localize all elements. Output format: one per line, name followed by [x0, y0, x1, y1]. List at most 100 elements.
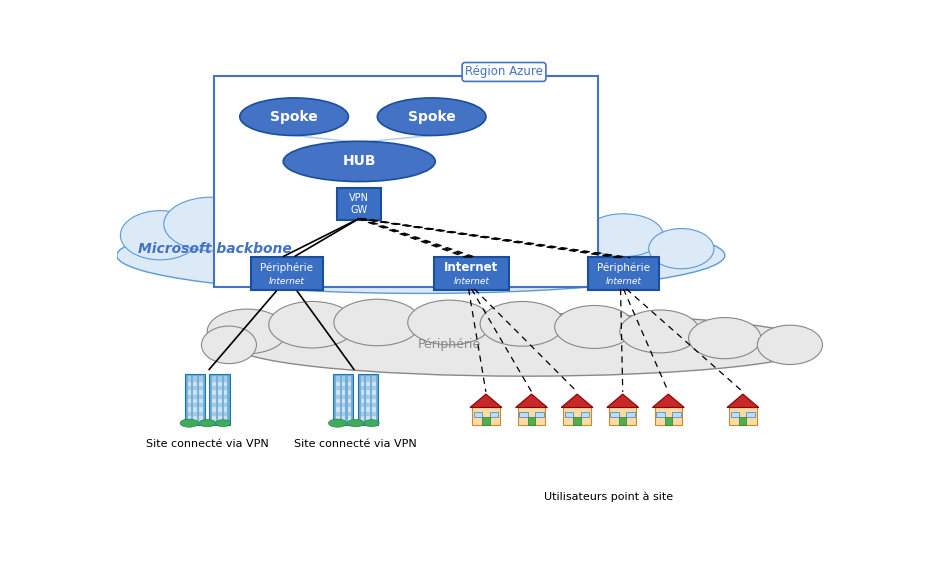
Bar: [342, 382, 346, 386]
Bar: [730, 412, 740, 417]
Bar: [193, 399, 197, 403]
Ellipse shape: [555, 306, 634, 349]
Bar: [188, 390, 191, 394]
Text: Utilisateurs point à site: Utilisateurs point à site: [545, 491, 673, 501]
Text: Spoke: Spoke: [408, 110, 456, 124]
Bar: [366, 415, 370, 420]
Bar: [535, 412, 544, 417]
Text: Internet: Internet: [445, 261, 499, 274]
Bar: [212, 390, 216, 394]
Ellipse shape: [207, 309, 287, 354]
Bar: [565, 412, 573, 417]
Bar: [209, 374, 230, 425]
Ellipse shape: [117, 217, 725, 293]
Bar: [336, 407, 340, 411]
Text: HUB: HUB: [343, 155, 376, 168]
Bar: [573, 417, 581, 425]
Ellipse shape: [364, 419, 379, 426]
Ellipse shape: [408, 300, 491, 345]
Bar: [193, 376, 197, 423]
Bar: [581, 412, 589, 417]
Bar: [188, 376, 191, 423]
Bar: [336, 390, 340, 394]
Bar: [746, 412, 756, 417]
Bar: [482, 417, 489, 425]
Bar: [199, 399, 203, 403]
Bar: [489, 412, 498, 417]
Bar: [333, 374, 353, 425]
Bar: [342, 407, 346, 411]
Bar: [199, 415, 203, 420]
Polygon shape: [652, 394, 685, 407]
Text: Internet: Internet: [269, 277, 304, 286]
Bar: [373, 415, 375, 420]
Bar: [373, 390, 375, 394]
Ellipse shape: [216, 419, 231, 426]
Polygon shape: [727, 394, 758, 407]
Bar: [347, 390, 351, 394]
Bar: [361, 382, 364, 386]
Bar: [347, 376, 351, 423]
Ellipse shape: [688, 318, 761, 358]
Text: Site connecté via VPN: Site connecté via VPN: [146, 439, 269, 449]
Bar: [347, 415, 351, 420]
Bar: [627, 412, 635, 417]
Ellipse shape: [620, 310, 700, 353]
Text: Internet: Internet: [605, 277, 642, 286]
Ellipse shape: [199, 419, 216, 427]
Bar: [366, 407, 370, 411]
Bar: [224, 415, 228, 420]
Bar: [361, 390, 364, 394]
Bar: [185, 374, 205, 425]
Bar: [563, 407, 591, 425]
Bar: [219, 415, 221, 420]
Ellipse shape: [229, 193, 323, 246]
Ellipse shape: [329, 419, 347, 427]
FancyBboxPatch shape: [337, 188, 381, 220]
Bar: [193, 407, 197, 411]
Bar: [361, 399, 364, 403]
Bar: [655, 407, 682, 425]
Ellipse shape: [298, 193, 385, 242]
Bar: [193, 390, 197, 394]
Bar: [519, 412, 528, 417]
Bar: [672, 412, 681, 417]
Bar: [219, 376, 221, 423]
Bar: [224, 382, 228, 386]
Bar: [188, 415, 191, 420]
Bar: [366, 382, 370, 386]
Bar: [212, 407, 216, 411]
Ellipse shape: [240, 98, 348, 135]
Bar: [366, 376, 370, 423]
Bar: [212, 399, 216, 403]
Bar: [342, 415, 346, 420]
Text: Périphérie: Périphérie: [597, 262, 650, 272]
Bar: [474, 412, 482, 417]
Polygon shape: [607, 394, 639, 407]
Ellipse shape: [480, 302, 564, 346]
Ellipse shape: [437, 197, 520, 245]
Bar: [188, 407, 191, 411]
Ellipse shape: [202, 326, 257, 364]
Ellipse shape: [163, 197, 258, 251]
Polygon shape: [516, 394, 547, 407]
Polygon shape: [470, 394, 502, 407]
Bar: [219, 399, 221, 403]
Bar: [361, 407, 364, 411]
Bar: [336, 399, 340, 403]
Bar: [219, 382, 221, 386]
FancyBboxPatch shape: [433, 257, 509, 290]
Bar: [336, 382, 340, 386]
Bar: [342, 376, 346, 423]
FancyBboxPatch shape: [215, 77, 598, 286]
Bar: [199, 390, 203, 394]
Ellipse shape: [377, 98, 486, 135]
Bar: [528, 417, 535, 425]
Text: VPN
GW: VPN GW: [349, 193, 369, 215]
Ellipse shape: [180, 419, 198, 427]
Text: Périphérie: Périphérie: [261, 262, 313, 272]
Bar: [199, 376, 203, 423]
Text: Spoke: Spoke: [270, 110, 318, 124]
Bar: [619, 417, 627, 425]
Ellipse shape: [504, 204, 584, 249]
